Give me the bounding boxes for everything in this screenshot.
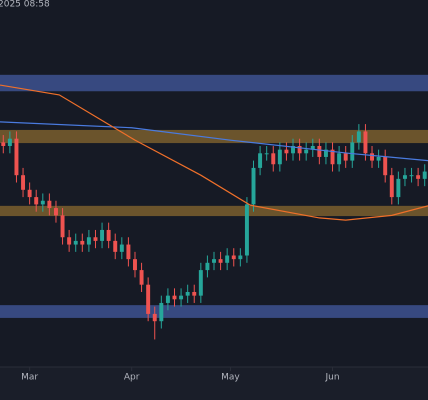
candle-body	[152, 313, 157, 322]
candle-body	[370, 153, 375, 161]
candle-body	[343, 153, 348, 161]
x-tick-label: Apr	[124, 373, 140, 383]
candle-body	[258, 153, 263, 168]
candle-body	[34, 197, 39, 205]
candle-body	[205, 262, 210, 271]
candle-body	[291, 146, 295, 154]
candle-body	[198, 270, 203, 296]
candle-body	[53, 208, 58, 216]
candle-body	[218, 259, 223, 263]
candle-body	[284, 149, 289, 154]
candle-body	[337, 153, 342, 165]
candle-body	[251, 167, 256, 205]
candle-body	[323, 149, 328, 157]
candle-body	[330, 149, 335, 165]
candle-body	[396, 178, 401, 198]
candle-body	[402, 175, 407, 179]
candle-body	[106, 229, 111, 241]
candle-body	[73, 240, 78, 245]
candle-body	[244, 204, 249, 256]
candle-body	[14, 138, 19, 176]
candle-body	[264, 153, 269, 155]
zone	[0, 205, 428, 217]
candle-body	[139, 270, 144, 285]
candle-body	[113, 240, 118, 252]
candle-body	[60, 215, 65, 238]
candle-body	[21, 175, 26, 190]
candle-body	[179, 295, 184, 300]
candle-body	[389, 175, 394, 198]
candle-body	[416, 175, 421, 179]
timestamp: 2025 08:58	[0, 0, 50, 10]
candle-body	[146, 284, 151, 314]
x-tick-label: Mar	[21, 373, 38, 383]
candle-body	[86, 237, 91, 245]
candle-body	[1, 142, 6, 146]
candle-body	[304, 149, 309, 154]
candle-body	[80, 240, 85, 245]
candle-body	[27, 189, 32, 198]
candle-body	[350, 142, 355, 161]
candle-body	[133, 259, 137, 271]
candle-body	[225, 255, 230, 263]
moving-average	[0, 84, 428, 221]
candle-body	[159, 302, 164, 322]
candle-body	[277, 149, 282, 165]
candle-body	[212, 259, 216, 263]
candle-body	[422, 171, 427, 179]
candle-body	[67, 237, 72, 245]
zone	[0, 74, 428, 92]
candle-body	[165, 295, 170, 303]
candle-body	[40, 200, 45, 205]
candle-body	[192, 292, 197, 296]
candle-body	[185, 292, 190, 296]
candle-body	[126, 244, 131, 260]
zone	[0, 305, 428, 318]
candle-body	[172, 295, 177, 300]
candle-body	[297, 146, 302, 154]
candle-body	[119, 244, 124, 252]
candle-body	[383, 156, 388, 176]
x-tick-label: May	[221, 373, 240, 383]
candle-body	[238, 255, 243, 260]
candle-body	[271, 153, 276, 165]
candle-body	[409, 175, 414, 177]
x-tick-label: Jun	[324, 373, 339, 383]
candle-body	[356, 131, 361, 143]
candle-body	[317, 146, 322, 157]
candle-body	[47, 200, 52, 209]
candle-body	[310, 146, 315, 150]
candle-body	[7, 138, 12, 146]
candle-body	[100, 229, 105, 241]
candle-body	[93, 237, 98, 241]
zone	[0, 129, 428, 144]
candle-body	[231, 255, 236, 260]
candle-body	[363, 131, 368, 154]
time-axis	[0, 367, 428, 400]
candle-body	[376, 156, 381, 161]
moving-average	[0, 121, 428, 162]
